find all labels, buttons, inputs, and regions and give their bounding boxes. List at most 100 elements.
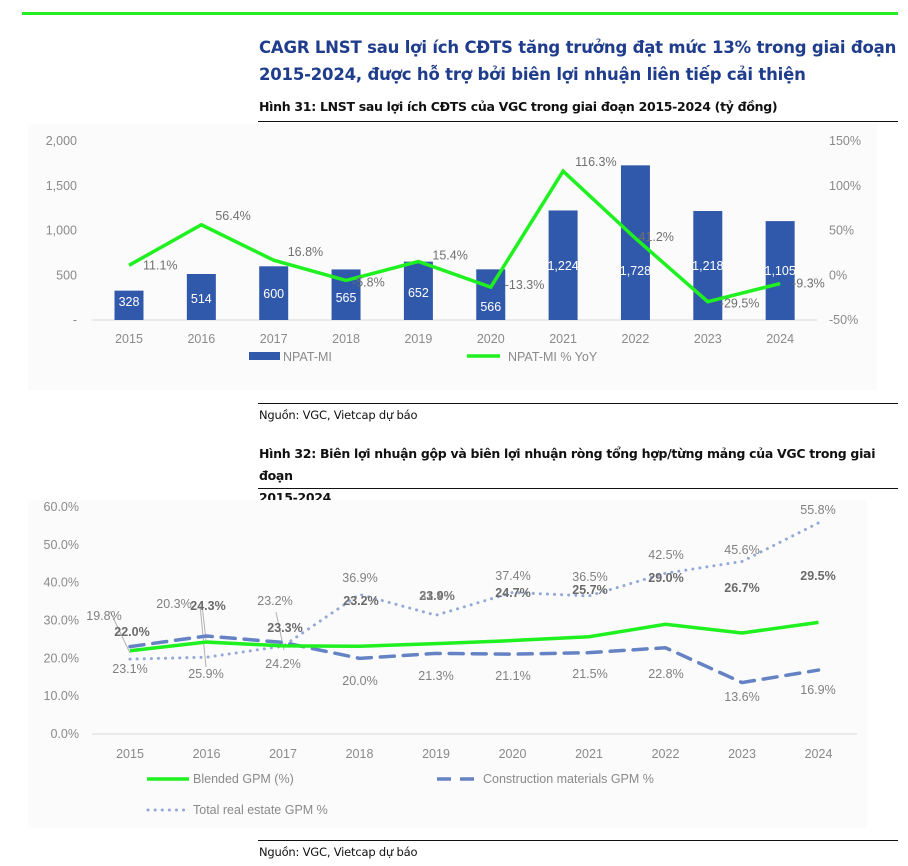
figure31-title: Hình 31: LNST sau lợi ích CĐTS của VGC t… [259, 99, 778, 114]
heading-line-2: 2015-2024, được hỗ trợ bởi biên lợi nhuậ… [259, 65, 806, 84]
bar-value-label: 652 [408, 286, 429, 300]
bar-value-label: 565 [336, 291, 357, 305]
legend-label-npat-yoy: NPAT-MI % YoY [508, 350, 598, 364]
line-value-label: 56.4% [215, 209, 250, 223]
blended-gpm-label: 23.9% [419, 589, 454, 603]
x-tick-label: 2015 [115, 332, 143, 346]
blended-gpm-label: 24.7% [495, 586, 530, 600]
blended-gpm-label: 29.5% [800, 569, 835, 583]
blended-gpm-label: 26.7% [724, 581, 759, 595]
real-estate-gpm-label: 36.9% [342, 571, 377, 585]
bar-value-label: 1,224 [547, 259, 578, 273]
real-estate-gpm-label: 20.3% [156, 597, 191, 611]
bar-npat-mi [186, 273, 216, 320]
real-estate-gpm-label: 45.6% [724, 543, 759, 557]
line-value-label: 116.3% [575, 155, 616, 169]
x-tick-label: 2016 [193, 747, 221, 761]
blended-gpm-label: 24.3% [190, 599, 225, 613]
x-tick-label: 2019 [422, 747, 450, 761]
real-estate-gpm-label: 23.2% [257, 594, 292, 608]
bar-npat-mi [765, 221, 795, 320]
figure32-top-rule [258, 488, 898, 489]
real-estate-gpm-label: 55.8% [800, 503, 835, 517]
header-rule [22, 12, 898, 15]
bar-value-label: 514 [191, 292, 212, 306]
figure31-source: Nguồn: VGC, Vietcap dự báo [259, 408, 418, 422]
label-leader-line [201, 604, 207, 641]
line-value-label: -9.3% [792, 277, 825, 291]
blended-gpm-label: 23.3% [267, 621, 302, 635]
figure31-top-rule [258, 121, 898, 122]
x-tick-label: 2024 [805, 747, 833, 761]
construction-gpm-label: 24.2% [265, 657, 300, 671]
bar-value-label: 1,105 [765, 264, 796, 278]
legend-label-npat-mi: NPAT-MI [283, 350, 332, 364]
figure31-bottom-rule [258, 403, 898, 404]
heading-line-1: CAGR LNST sau lợi ích CĐTS tăng trưởng đ… [259, 38, 897, 57]
line-value-label: 15.4% [432, 248, 467, 262]
bar-npat-mi [114, 290, 144, 320]
y-tick-label: 30.0% [44, 614, 79, 628]
y-tick-label: 10.0% [44, 689, 79, 703]
bar-npat-mi [620, 165, 650, 320]
y-left-tick-label: 1,500 [46, 179, 77, 193]
legend-label-real-estate: Total real estate GPM % [193, 803, 328, 817]
construction-gpm-label: 22.8% [648, 667, 683, 681]
figure31-chart-area: - 500 1,000 1,500 2,000 -50% 0% 50% 100% 150% 328 2… [28, 124, 877, 390]
figure32-title-line-1: Hình 32: Biên lợi nhuận gộp và biên lợi … [259, 446, 876, 483]
construction-gpm-label: 25.9% [188, 667, 223, 681]
label-leader-line [275, 611, 285, 651]
y-left-tick-label: 2,000 [46, 134, 77, 148]
line-npat-yoy [128, 168, 781, 304]
bar-value-label: 328 [119, 295, 140, 309]
x-tick-label: 2020 [477, 332, 505, 346]
bar-value-label: 1,218 [692, 259, 723, 273]
bar-npat-mi [259, 266, 289, 320]
bar-npat-mi [476, 269, 506, 320]
y-tick-label: 20.0% [44, 651, 79, 665]
x-tick-label: 2018 [332, 332, 360, 346]
x-tick-label: 2019 [404, 332, 432, 346]
legend-label-construction: Construction materials GPM % [483, 772, 654, 786]
x-tick-label: 2023 [728, 747, 756, 761]
gpm-chart: 0.0% 10.0% 20.0% 30.0% 40.0% 50.0% 60.0% 2015 20… [44, 500, 857, 817]
line-construction-materials-gpm [128, 634, 821, 685]
x-tick-label: 2022 [652, 747, 680, 761]
blended-gpm-label: 23.2% [343, 594, 378, 608]
y-tick-label: 40.0% [44, 576, 79, 590]
legend-swatch-npat-mi [249, 352, 280, 360]
x-tick-label: 2017 [260, 332, 288, 346]
construction-gpm-label: 23.1% [112, 662, 147, 676]
y-right-tick-label: 0% [829, 268, 847, 282]
x-tick-label: 2016 [187, 332, 215, 346]
bar-npat-mi [403, 261, 433, 320]
x-tick-label: 2015 [116, 747, 144, 761]
construction-gpm-label: 13.6% [724, 690, 759, 704]
construction-gpm-label: 21.1% [495, 669, 530, 683]
x-tick-label: 2021 [549, 332, 577, 346]
bar-value-label: 600 [263, 287, 284, 301]
line-value-label: 41.2% [638, 230, 673, 244]
bar-value-label: 1,728 [620, 264, 651, 278]
y-right-tick-label: 100% [829, 179, 861, 193]
construction-gpm-label: 16.9% [800, 683, 835, 697]
line-value-label: -29.5% [720, 297, 760, 311]
line-total-real-estate-gpm [128, 521, 820, 661]
x-tick-label: 2018 [346, 747, 374, 761]
x-tick-label: 2024 [766, 332, 794, 346]
blended-gpm-label: 25.7% [572, 583, 607, 597]
construction-gpm-label: 20.0% [342, 674, 377, 688]
bar-npat-mi [548, 210, 578, 320]
figure32-bottom-rule [258, 840, 898, 841]
line-value-label: -5.8% [352, 275, 385, 289]
x-tick-label: 2020 [499, 747, 527, 761]
x-tick-label: 2021 [575, 747, 603, 761]
real-estate-gpm-label: 37.4% [495, 569, 530, 583]
y-left-tick-label: 500 [56, 268, 77, 282]
figure32-source: Nguồn: VGC, Vietcap dự báo [259, 845, 418, 859]
y-tick-label: 0.0% [51, 727, 80, 741]
blended-gpm-label: 29.0% [648, 571, 683, 585]
page-heading: CAGR LNST sau lợi ích CĐTS tăng trưởng đ… [259, 34, 904, 88]
y-right-tick-label: -50% [829, 313, 858, 327]
label-leader-line [109, 610, 131, 654]
